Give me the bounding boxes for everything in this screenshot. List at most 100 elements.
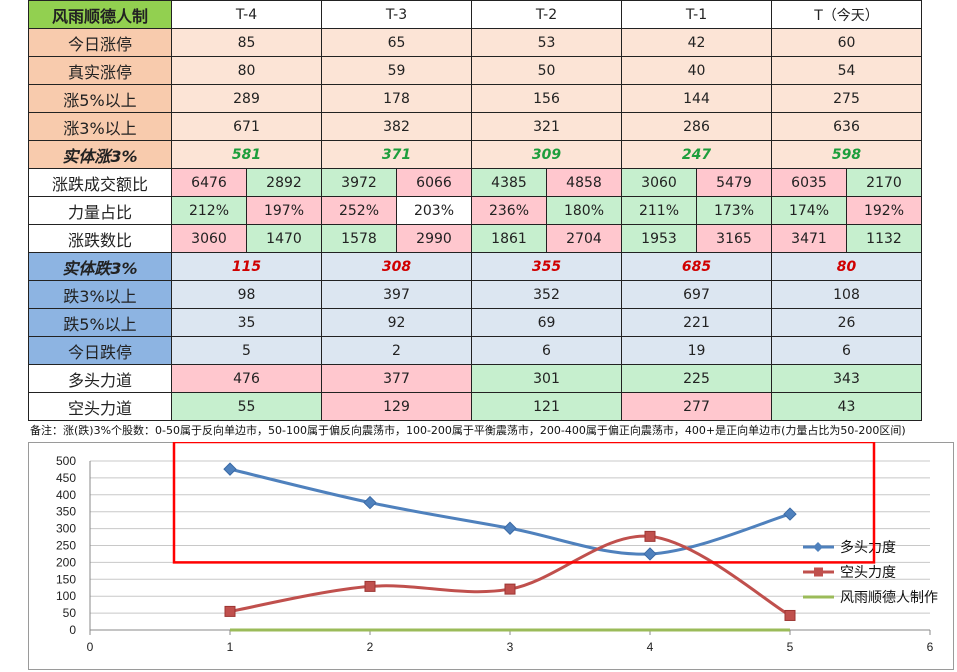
table-cell: 60 [771,28,922,57]
row-label: 真实涨停 [28,56,172,85]
table-cell: 197% [246,196,322,225]
table-row: 跌3%以上 98 397 352 697 108 [28,280,922,309]
table-cell: 4858 [546,168,622,197]
column-header: T（今天） [771,0,922,29]
y-tick-label: 350 [56,505,76,519]
row-label: 多头力道 [28,364,172,393]
table-cell: 85 [171,28,322,57]
table-cell: 6476 [171,168,247,197]
table-cell: 3471 [771,224,847,253]
legend-label: 多头力度 [840,539,896,556]
table-cell: 178 [321,84,472,113]
table-cell: 277 [621,392,772,421]
table-cell: 50 [471,56,622,85]
table-row: 力量占比 212% 197% 252% 203% 236% 180% 211% 173% 174%… [28,196,922,225]
table-cell: 397 [321,280,472,309]
table-row: 空头力道 55 129 121 277 43 [28,392,922,421]
y-tick-label: 150 [56,572,76,586]
row-label: 涨跌数比 [28,224,172,253]
table-cell: 59 [321,56,472,85]
y-tick-label: 50 [63,606,77,620]
data-point [503,521,517,535]
table-cell: 69 [471,308,622,337]
table-cell: 1578 [321,224,397,253]
table-cell: 3165 [696,224,772,253]
legend-label: 风雨顺德人制作 [840,590,938,606]
highlight-rectangle [172,442,876,564]
table-cell: 1470 [246,224,322,253]
data-point [224,605,236,617]
table-cell: 192% [846,196,922,225]
row-label: 跌3%以上 [28,280,172,309]
table-cell: 121 [471,392,622,421]
table-cell: 115 [171,252,322,281]
table-cell: 275 [771,84,922,113]
row-label: 实体跌3% [28,252,172,281]
data-point [643,547,657,561]
x-tick-label: 3 [507,640,514,654]
y-tick-label: 450 [56,471,76,485]
table-cell: 1132 [846,224,922,253]
note-text: 备注：涨(跌)3%个股数：0-50属于反向单边市，50-100属于偏反向震荡市，… [30,424,906,437]
data-point [364,580,376,592]
table-cell: 309 [471,140,622,169]
row-label: 今日跌停 [28,336,172,365]
table-cell: 1953 [621,224,697,253]
table-cell: 173% [696,196,772,225]
table-row: 今日跌停 5 2 6 19 6 [28,336,922,365]
data-point [504,583,516,595]
column-header: T-4 [171,0,322,29]
data-point [783,507,797,521]
column-header: T-1 [621,0,772,29]
x-tick-label: 5 [787,640,794,654]
data-point [223,462,237,476]
chart-frame [28,442,954,670]
line-chart: 0 50 100 150 200 250 300 350 400 450 500 0 1 2 3 4 5 6 多头… [28,442,954,670]
row-label: 实体涨3% [28,140,172,169]
series [223,462,797,632]
table-cell: 212% [171,196,247,225]
table-cell: 43 [771,392,922,421]
y-tick-label: 300 [56,522,76,536]
table-cell: 80 [171,56,322,85]
row-label: 涨5%以上 [28,84,172,113]
table-cell: 4385 [471,168,547,197]
x-tick-label: 6 [927,640,934,654]
table-cell: 247 [621,140,772,169]
y-tick-label: 400 [56,488,76,502]
table-cell: 3060 [621,168,697,197]
legend-marker [814,567,823,577]
table-cell: 2892 [246,168,322,197]
column-header: T-2 [471,0,622,29]
table-row: 涨跌数比 3060 1470 1578 2990 1861 2704 1953 3165 3471… [28,224,922,253]
table-cell: 308 [321,252,472,281]
table-row: 实体涨3% 581 371 309 247 598 [28,140,922,169]
table-cell: 697 [621,280,772,309]
data-point [363,495,377,510]
table-cell: 671 [171,112,322,141]
table-cell: 382 [321,112,472,141]
table-cell: 377 [321,364,472,393]
table-cell: 221 [621,308,772,337]
table-cell: 19 [621,336,772,365]
row-label: 跌5%以上 [28,308,172,337]
y-tick-label: 250 [56,539,76,553]
table-cell: 581 [171,140,322,169]
y-tick-label: 200 [56,555,76,569]
grid-lines [28,442,954,670]
table-cell: 65 [321,28,472,57]
row-label: 涨3%以上 [28,112,172,141]
row-label: 力量占比 [28,196,172,225]
table-cell: 636 [771,112,922,141]
row-label: 今日涨停 [28,28,172,57]
table-cell: 2990 [396,224,472,253]
table-row: 多头力道 476 377 301 225 343 [28,364,922,393]
legend-label: 空头力度 [840,565,896,581]
table-cell: 26 [771,308,922,337]
table-cell: 180% [546,196,622,225]
table-cell: 98 [171,280,322,309]
table-cell: 6035 [771,168,847,197]
row-label: 空头力道 [28,392,172,421]
table-cell: 129 [321,392,472,421]
